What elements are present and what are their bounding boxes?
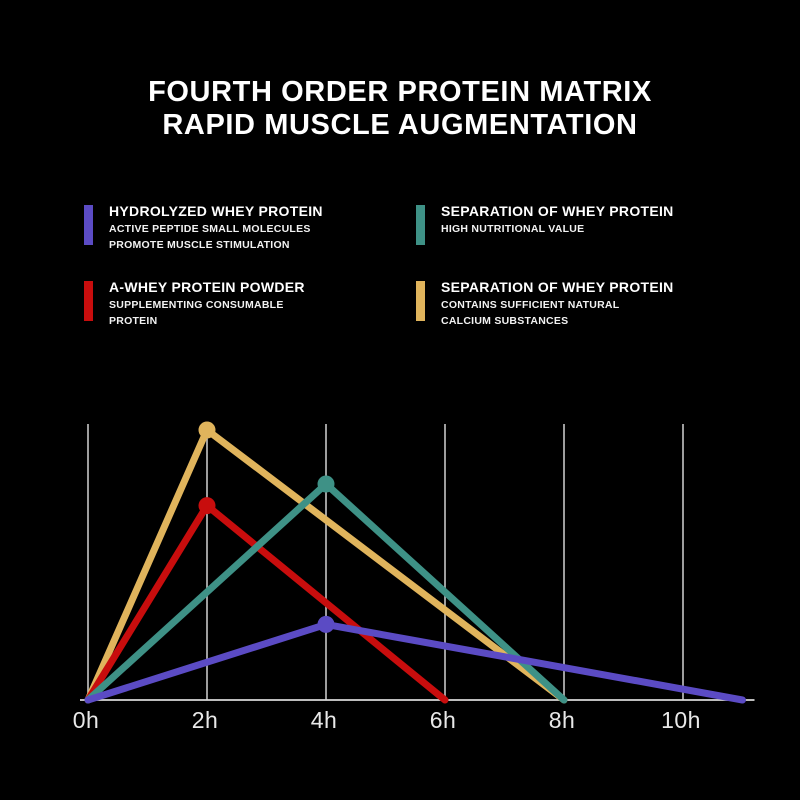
legend-subtitle-line-1: SUPPLEMENTING CONSUMABLE: [109, 299, 284, 311]
legend-text-block: HYDROLYZED WHEY PROTEIN ACTIVE PEPTIDE S…: [109, 203, 323, 251]
x-axis-tick-label-8h: 8h: [549, 707, 576, 733]
x-axis-tick-label-2h: 2h: [192, 707, 219, 733]
series-peak-marker-2[interactable]: [317, 475, 335, 493]
legend-text-block: SEPARATION OF WHEY PROTEIN HIGH NUTRITIO…: [441, 203, 674, 239]
legend-title: SEPARATION OF WHEY PROTEIN: [441, 203, 674, 219]
legend-swatch-purple: [84, 205, 93, 245]
chart-gridlines: [87, 424, 684, 700]
legend-subtitle-line-2: PROMOTE MUSCLE STIMULATION: [109, 238, 290, 251]
legend-item-separation-of-whey-protein-calcium[interactable]: SEPARATION OF WHEY PROTEIN CONTAINS SUFF…: [416, 279, 748, 355]
chart-x-axis-labels: 0h 2h 4h 6h 8h 10h: [73, 707, 701, 733]
line-chart: 0h 2h 4h 6h 8h 10h: [0, 410, 800, 760]
legend-subtitle-line-1: HIGH NUTRITIONAL VALUE: [441, 223, 585, 235]
legend-subtitle-line-1: ACTIVE PEPTIDE SMALL MOLECULES: [109, 223, 311, 235]
page-title: FOURTH ORDER PROTEIN MATRIX RAPID MUSCLE…: [0, 76, 800, 142]
chart-canvas: 0h 2h 4h 6h 8h 10h: [73, 421, 755, 733]
legend-swatch-gold: [416, 281, 425, 321]
series-peak-marker-0[interactable]: [198, 421, 216, 439]
legend-title: A-WHEY PROTEIN POWDER: [109, 279, 305, 295]
legend-subtitle-line-2: PROTEIN: [109, 314, 158, 327]
title-line-1: FOURTH ORDER PROTEIN MATRIX: [148, 76, 652, 108]
x-axis-tick-label-10h: 10h: [661, 707, 701, 733]
legend-title: SEPARATION OF WHEY PROTEIN: [441, 279, 674, 295]
chart-markers-group: [198, 421, 335, 633]
legend-swatch-teal: [416, 205, 425, 245]
legend-item-hydrolyzed-whey-protein[interactable]: HYDROLYZED WHEY PROTEIN ACTIVE PEPTIDE S…: [84, 203, 416, 279]
x-axis-tick-label-0h: 0h: [73, 707, 100, 733]
legend-swatch-red: [84, 281, 93, 321]
chart-series-group: [84, 426, 746, 704]
series-peak-marker-1[interactable]: [198, 497, 216, 515]
legend-subtitle-line-1: CONTAINS SUFFICIENT NATURAL: [441, 299, 620, 311]
chart-legend: HYDROLYZED WHEY PROTEIN ACTIVE PEPTIDE S…: [84, 203, 724, 355]
legend-title: HYDROLYZED WHEY PROTEIN: [109, 203, 323, 219]
x-axis-tick-label-4h: 4h: [311, 707, 338, 733]
legend-text-block: SEPARATION OF WHEY PROTEIN CONTAINS SUFF…: [441, 279, 674, 327]
series-line-3: [84, 620, 746, 704]
legend-subtitle-line-2: CALCIUM SUBSTANCES: [441, 314, 569, 327]
series-peak-marker-3[interactable]: [317, 615, 335, 633]
x-axis-tick-label-6h: 6h: [430, 707, 457, 733]
title-line-2: RAPID MUSCLE AUGMENTATION: [162, 109, 638, 141]
legend-item-a-whey-protein-powder[interactable]: A-WHEY PROTEIN POWDER SUPPLEMENTING CONS…: [84, 279, 416, 355]
legend-text-block: A-WHEY PROTEIN POWDER SUPPLEMENTING CONS…: [109, 279, 305, 327]
legend-item-separation-of-whey-protein-nutritional[interactable]: SEPARATION OF WHEY PROTEIN HIGH NUTRITIO…: [416, 203, 748, 279]
